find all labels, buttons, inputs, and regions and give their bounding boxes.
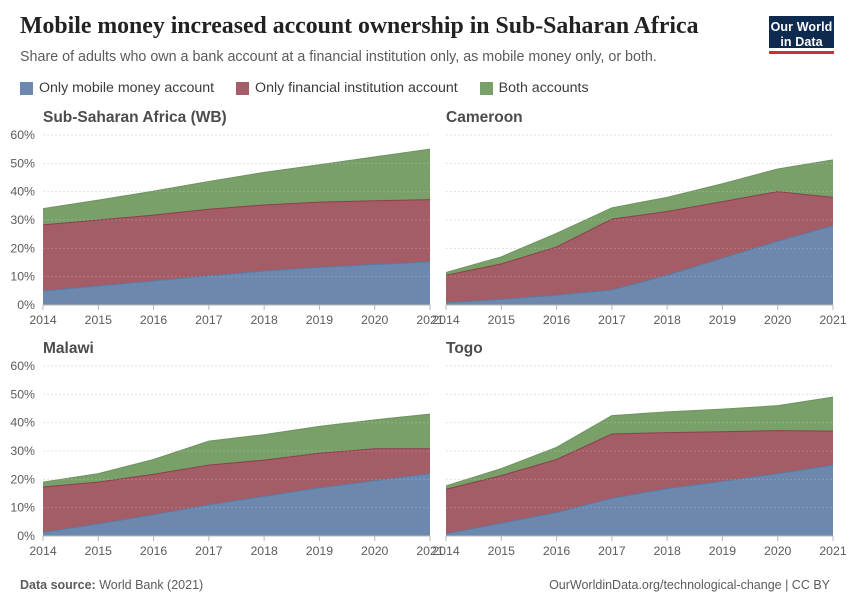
svg-text:2018: 2018 [653, 544, 681, 558]
svg-text:Malawi: Malawi [43, 340, 94, 357]
svg-text:2014: 2014 [432, 544, 460, 558]
svg-text:10%: 10% [10, 501, 35, 515]
svg-text:0%: 0% [17, 529, 35, 543]
svg-text:20%: 20% [10, 472, 35, 486]
svg-text:2021: 2021 [819, 313, 847, 327]
svg-text:2014: 2014 [29, 544, 57, 558]
svg-text:40%: 40% [10, 416, 35, 430]
svg-text:2018: 2018 [250, 313, 278, 327]
svg-text:2016: 2016 [543, 544, 571, 558]
svg-text:2017: 2017 [598, 313, 626, 327]
svg-text:Sub-Saharan Africa (WB): Sub-Saharan Africa (WB) [43, 109, 227, 126]
svg-text:2020: 2020 [361, 544, 389, 558]
svg-text:2015: 2015 [488, 544, 516, 558]
svg-text:60%: 60% [10, 128, 35, 142]
svg-text:0%: 0% [17, 298, 35, 312]
svg-text:2016: 2016 [543, 313, 571, 327]
svg-text:2015: 2015 [85, 313, 113, 327]
svg-text:10%: 10% [10, 270, 35, 284]
svg-text:30%: 30% [10, 213, 35, 227]
svg-text:2014: 2014 [29, 313, 57, 327]
svg-text:2018: 2018 [653, 313, 681, 327]
svg-text:2015: 2015 [85, 544, 113, 558]
svg-text:2020: 2020 [764, 313, 792, 327]
svg-text:2016: 2016 [140, 313, 168, 327]
svg-text:2018: 2018 [250, 544, 278, 558]
svg-text:40%: 40% [10, 185, 35, 199]
svg-text:50%: 50% [10, 387, 35, 401]
svg-text:2017: 2017 [195, 313, 223, 327]
svg-text:2020: 2020 [764, 544, 792, 558]
svg-text:20%: 20% [10, 241, 35, 255]
svg-text:Cameroon: Cameroon [446, 109, 523, 126]
svg-text:2019: 2019 [306, 313, 334, 327]
svg-text:2019: 2019 [709, 313, 737, 327]
svg-text:2021: 2021 [819, 544, 847, 558]
svg-text:2015: 2015 [488, 313, 516, 327]
svg-text:2016: 2016 [140, 544, 168, 558]
svg-text:2019: 2019 [306, 544, 334, 558]
svg-text:Togo: Togo [446, 340, 483, 357]
svg-text:50%: 50% [10, 156, 35, 170]
svg-text:2020: 2020 [361, 313, 389, 327]
svg-text:2014: 2014 [432, 313, 460, 327]
svg-text:2019: 2019 [709, 544, 737, 558]
svg-text:2017: 2017 [195, 544, 223, 558]
svg-text:2017: 2017 [598, 544, 626, 558]
svg-text:60%: 60% [10, 359, 35, 373]
svg-text:30%: 30% [10, 444, 35, 458]
